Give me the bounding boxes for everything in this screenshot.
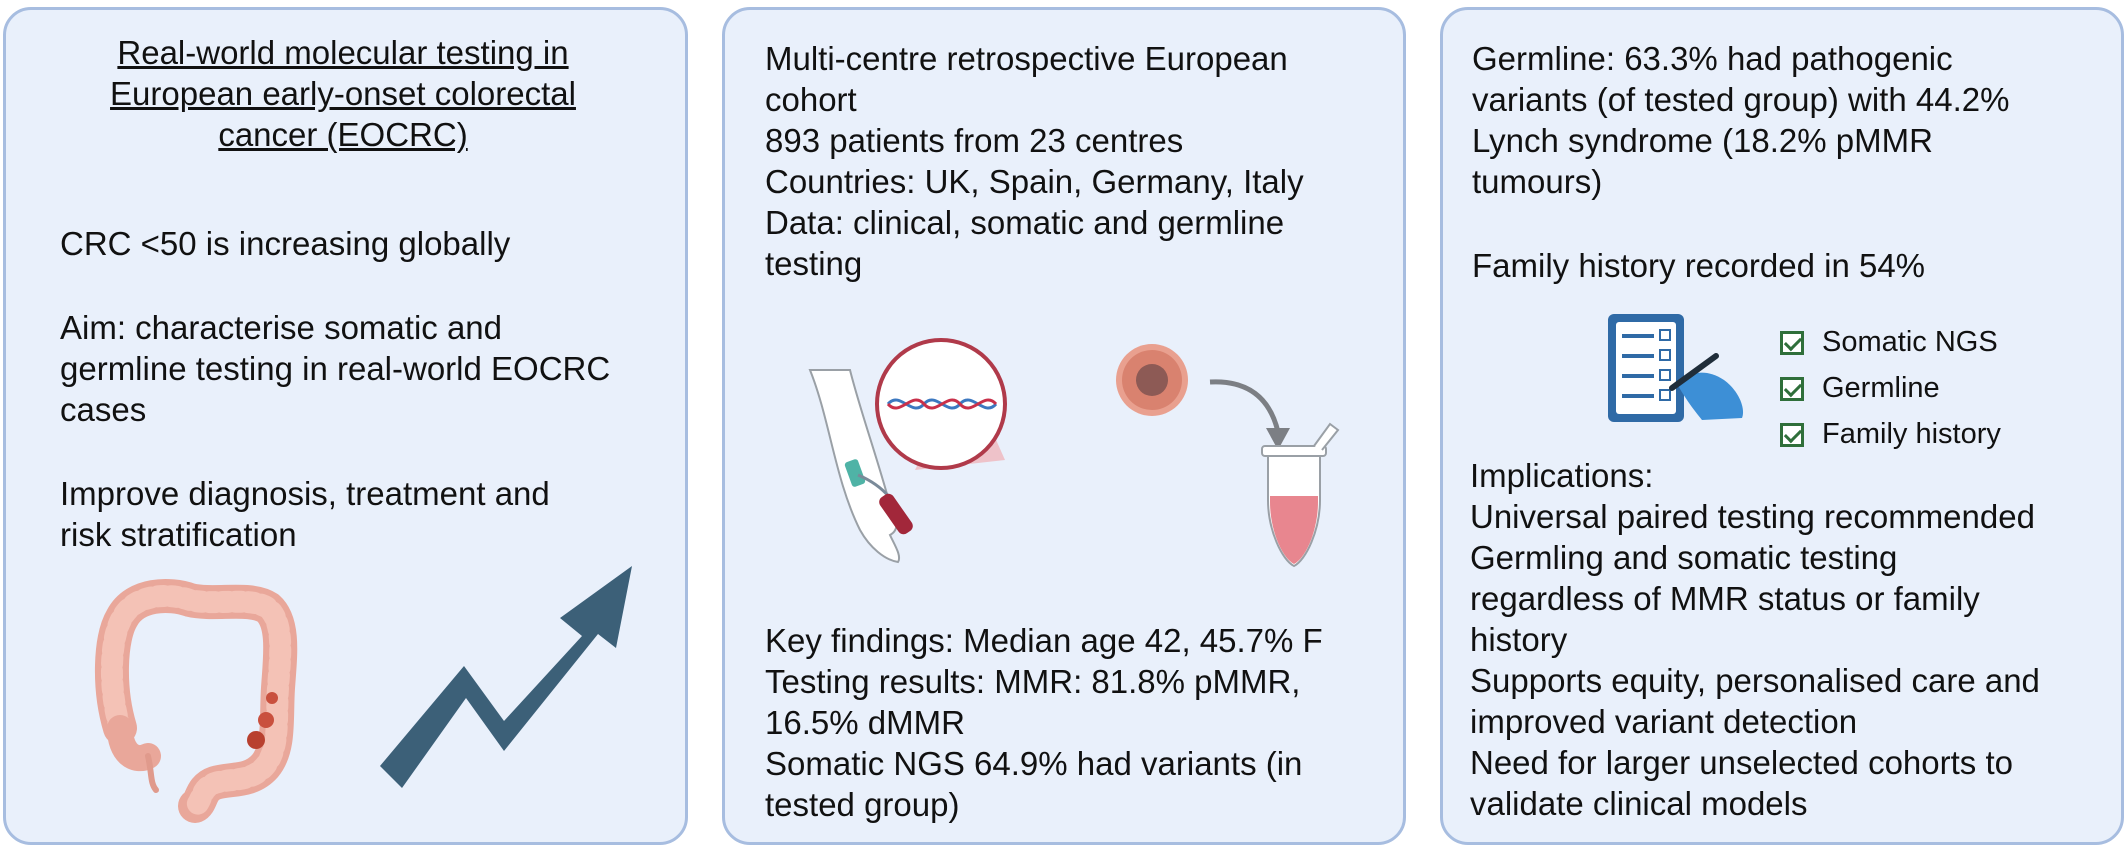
implications-line: Need for larger unselected cohorts to <box>1470 744 2013 781</box>
sample-tube-icon <box>1261 422 1340 568</box>
checklist-item: Germline <box>1780 372 1940 405</box>
findings-line: 16.5% dMMR <box>765 704 965 741</box>
aim-line: Aim: characterise somatic and <box>60 309 503 346</box>
implications-line: history <box>1470 621 1568 658</box>
implications-line: Germling and somatic testing <box>1470 539 1898 576</box>
trend-arrow-icon <box>380 566 632 788</box>
implications-line: validate clinical models <box>1470 785 1808 822</box>
design-line: 893 patients from 23 centres <box>765 122 1184 159</box>
title-line: European early-onset colorectal <box>110 75 576 112</box>
aim-line: germline testing in real-world EOCRC <box>60 350 611 387</box>
checkbox-icon <box>1780 330 1804 355</box>
checklist-item: Somatic NGS <box>1780 326 1998 359</box>
checklist-label: Germline <box>1822 372 1940 404</box>
design-line: cohort <box>765 81 857 118</box>
findings-line: Somatic NGS 64.9% had variants (in <box>765 745 1303 782</box>
improve-line: Improve diagnosis, treatment and <box>60 475 550 512</box>
checklist-item: Family history <box>1780 418 2001 451</box>
checkbox-icon <box>1780 376 1804 401</box>
process-arrow-icon <box>1209 379 1290 450</box>
dna-icon <box>875 338 1007 470</box>
implications-line: regardless of MMR status or family <box>1470 580 1980 617</box>
checkbox-icon <box>1780 422 1804 447</box>
implications-line: Supports equity, personalised care and <box>1470 662 2040 699</box>
findings-line: Key findings: Median age 42, 45.7% F <box>765 622 1323 659</box>
background-point: CRC <50 is increasing globally <box>60 225 511 262</box>
germline-line: Germline: 63.3% had pathogenic <box>1472 40 1953 77</box>
design-line: Multi-centre retrospective European <box>765 40 1288 77</box>
implications-heading: Implications: <box>1470 457 1654 494</box>
germline-line: Lynch syndrome (18.2% pMMR <box>1472 122 1933 159</box>
germline-line: tumours) <box>1472 163 1603 200</box>
title-line: Real-world molecular testing in <box>117 34 569 71</box>
title-line: cancer (EOCRC) <box>218 116 468 153</box>
germline-line: variants (of tested group) with 44.2% <box>1472 81 2010 118</box>
aim-line: cases <box>60 391 147 428</box>
findings-line: Testing results: MMR: 81.8% pMMR, <box>765 663 1301 700</box>
checklist-label: Somatic NGS <box>1822 326 1998 358</box>
checklist-label: Family history <box>1822 418 2001 450</box>
improve-line: risk stratification <box>60 516 297 553</box>
panel-title: Real-world molecular testing in European… <box>63 32 623 155</box>
design-line: testing <box>765 245 863 282</box>
design-line: Data: clinical, somatic and germline <box>765 204 1285 241</box>
tumour-cell-icon <box>1116 344 1188 416</box>
colon-icon <box>94 579 298 823</box>
implications-line: Universal paired testing recommended <box>1470 498 2035 535</box>
implications-line: improved variant detection <box>1470 703 1858 740</box>
design-line: Countries: UK, Spain, Germany, Italy <box>765 163 1304 200</box>
findings-line: tested group) <box>765 786 960 823</box>
clipboard-checklist-icon <box>1608 314 1744 422</box>
family-history-text: Family history recorded in 54% <box>1472 247 1926 284</box>
